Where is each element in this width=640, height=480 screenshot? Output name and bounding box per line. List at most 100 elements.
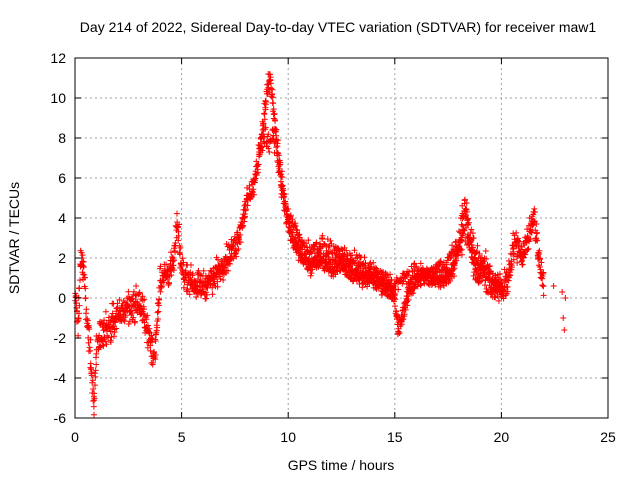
data-point (400, 278, 407, 285)
data-point (179, 255, 186, 262)
data-point (395, 286, 402, 293)
data-point (519, 246, 526, 253)
data-point (140, 306, 147, 313)
data-point (478, 264, 485, 271)
x-tick-label: 25 (600, 429, 616, 445)
data-point (156, 296, 163, 303)
data-point (116, 296, 123, 303)
data-point (173, 210, 180, 217)
data-point (89, 377, 96, 384)
data-point (472, 256, 479, 263)
data-point (461, 196, 468, 203)
data-point (76, 310, 83, 317)
axis-ticks: 0 5 10 15 20 25 -6 -4 -2 0 2 4 6 8 10 12 (50, 50, 616, 445)
data-point (274, 158, 281, 165)
data-point (130, 314, 137, 321)
plot-frame (74, 57, 609, 419)
x-tick-label: 10 (280, 429, 296, 445)
data-point (271, 140, 278, 147)
data-point (413, 263, 420, 270)
data-point (524, 232, 531, 239)
data-point (251, 191, 258, 198)
data-point (356, 280, 363, 287)
data-point (152, 338, 159, 345)
data-point (483, 255, 490, 262)
data-point (391, 303, 398, 310)
data-point (251, 179, 258, 186)
data-point (114, 300, 121, 307)
data-point (510, 256, 517, 263)
data-point (270, 100, 277, 107)
y-tick-label: 6 (58, 170, 66, 186)
data-point (486, 262, 493, 269)
data-point (458, 246, 465, 253)
data-point (525, 245, 532, 252)
data-point (76, 277, 83, 284)
data-point (287, 212, 294, 219)
data-point (267, 80, 274, 87)
data-point (528, 229, 535, 236)
data-point (168, 254, 175, 261)
data-point (80, 271, 87, 278)
data-point (458, 236, 465, 243)
data-point (88, 372, 95, 379)
data-point (405, 297, 412, 304)
data-point (207, 267, 214, 274)
y-tick-label: 8 (58, 130, 66, 146)
data-point (154, 324, 161, 331)
data-point (319, 232, 326, 239)
data-point (404, 271, 411, 278)
data-point (474, 248, 481, 255)
data-point (90, 386, 97, 393)
data-point (447, 277, 454, 284)
data-point (534, 229, 541, 236)
data-point (258, 144, 265, 151)
data-point (539, 272, 546, 279)
data-point (453, 238, 460, 245)
data-point (76, 302, 83, 309)
y-tick-label: -6 (54, 410, 67, 426)
y-tick-label: -2 (54, 330, 67, 346)
data-point (90, 397, 97, 404)
data-point (289, 216, 296, 223)
data-point (489, 277, 496, 284)
data-point (451, 265, 458, 272)
data-point (275, 169, 282, 176)
data-point (209, 291, 216, 298)
data-point (92, 367, 99, 374)
chart-title: Day 214 of 2022, Sidereal Day-to-day VTE… (80, 19, 597, 35)
data-point (450, 261, 457, 268)
data-point (120, 298, 127, 305)
data-point (200, 267, 207, 274)
data-point (400, 316, 407, 323)
data-point (282, 198, 289, 205)
data-point (240, 222, 247, 229)
data-point (217, 275, 224, 282)
data-point (203, 289, 210, 296)
data-point (238, 219, 245, 226)
data-point (189, 272, 196, 279)
y-tick-label: 4 (58, 210, 66, 226)
data-point (562, 295, 569, 301)
data-point (185, 271, 192, 278)
data-point (491, 294, 498, 301)
data-point (524, 246, 531, 253)
data-point (533, 221, 540, 228)
data-point (80, 258, 87, 265)
x-axis-label: GPS time / hours (288, 457, 395, 473)
data-point (518, 243, 525, 250)
data-point (155, 299, 162, 306)
data-point (274, 152, 281, 159)
data-point (157, 263, 164, 270)
data-point (514, 259, 521, 266)
data-point (82, 295, 89, 302)
data-point (266, 149, 273, 156)
data-point (498, 294, 505, 301)
data-point (262, 124, 269, 131)
data-point (92, 382, 99, 389)
data-point (351, 247, 358, 254)
data-point (538, 259, 545, 266)
data-point (522, 251, 529, 258)
data-point (92, 373, 99, 380)
data-point (107, 339, 114, 346)
